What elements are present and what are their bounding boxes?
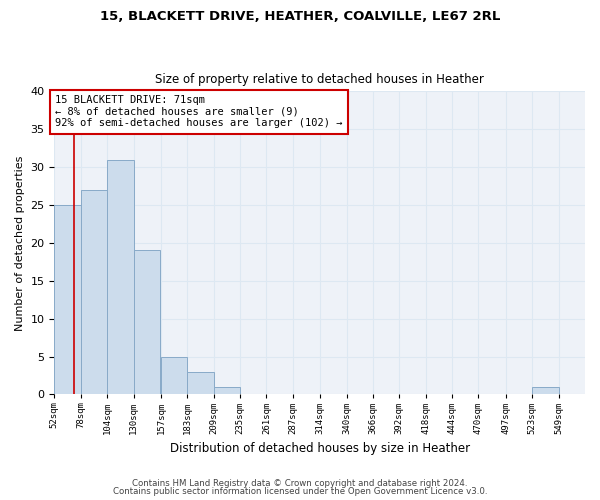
X-axis label: Distribution of detached houses by size in Heather: Distribution of detached houses by size …	[170, 442, 470, 455]
Bar	[161, 356, 187, 395]
Text: 15, BLACKETT DRIVE, HEATHER, COALVILLE, LE67 2RL: 15, BLACKETT DRIVE, HEATHER, COALVILLE, …	[100, 10, 500, 23]
Bar	[532, 387, 559, 394]
Text: Contains HM Land Registry data © Crown copyright and database right 2024.: Contains HM Land Registry data © Crown c…	[132, 478, 468, 488]
Text: 15 BLACKETT DRIVE: 71sqm
← 8% of detached houses are smaller (9)
92% of semi-det: 15 BLACKETT DRIVE: 71sqm ← 8% of detache…	[55, 95, 343, 128]
Bar	[81, 190, 107, 394]
Bar	[107, 160, 134, 394]
Title: Size of property relative to detached houses in Heather: Size of property relative to detached ho…	[155, 73, 484, 86]
Bar	[134, 250, 160, 394]
Text: Contains public sector information licensed under the Open Government Licence v3: Contains public sector information licen…	[113, 487, 487, 496]
Bar	[55, 205, 81, 394]
Bar	[187, 372, 214, 394]
Y-axis label: Number of detached properties: Number of detached properties	[15, 155, 25, 330]
Bar	[214, 387, 240, 394]
